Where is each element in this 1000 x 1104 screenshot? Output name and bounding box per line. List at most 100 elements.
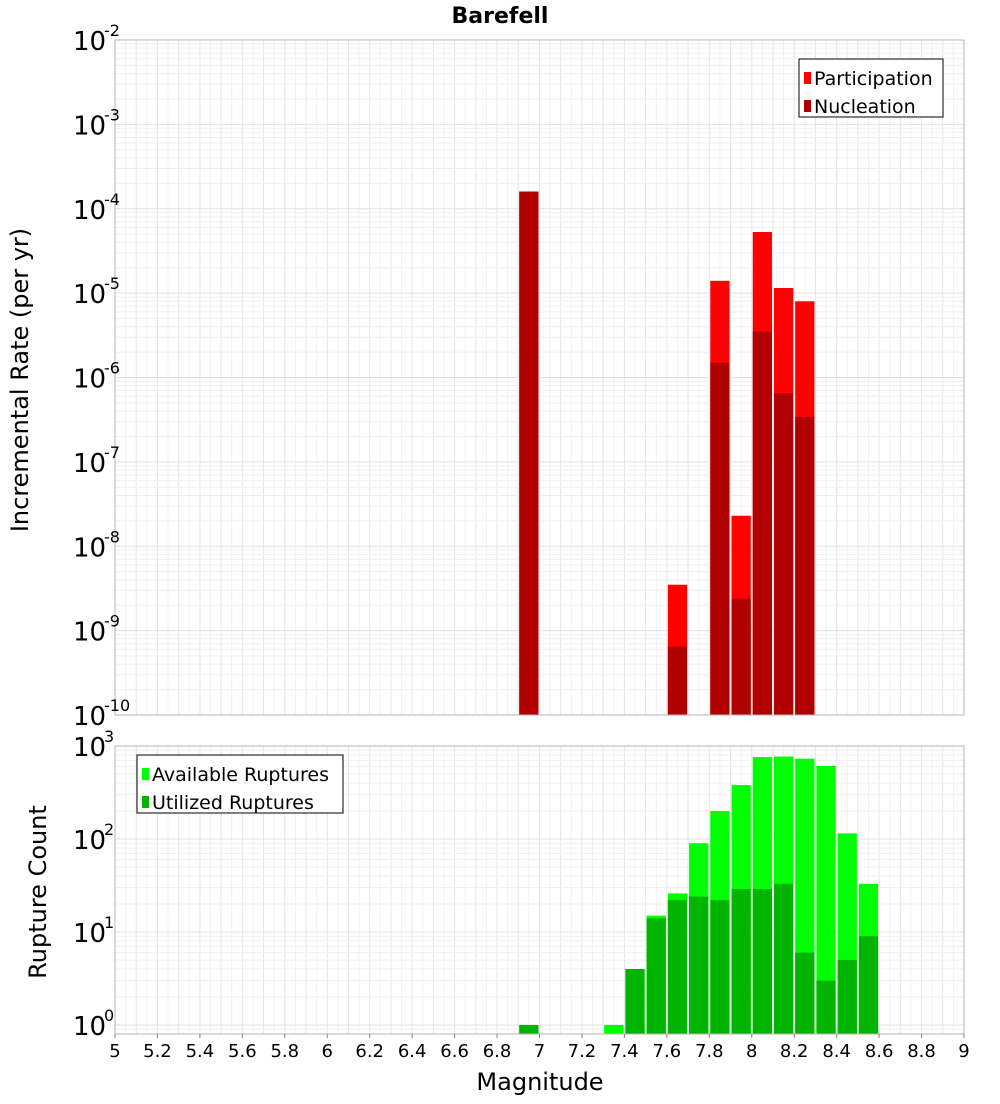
y-tick-base: 10 [73, 449, 106, 479]
bar-secondary [646, 918, 666, 1034]
bar-secondary [837, 959, 857, 1034]
bar-secondary [731, 888, 751, 1034]
y-tick-base: 10 [73, 826, 106, 856]
y-tick-exponent: -3 [104, 105, 120, 124]
x-tick-label: 7.2 [568, 1041, 597, 1062]
top-chart-legend: Participation Nucleation [798, 58, 944, 118]
y-tick: 10-3 [73, 105, 120, 141]
y-tick: 101 [73, 913, 114, 949]
bar-secondary [816, 980, 836, 1034]
y-tick-exponent: -2 [104, 21, 120, 40]
y-tick: 103 [73, 727, 114, 763]
y-tick: 10-4 [73, 190, 120, 226]
y-tick: 10-7 [73, 443, 120, 479]
legend-label: Participation [814, 68, 933, 90]
x-tick-label: 7.8 [695, 1041, 724, 1062]
x-tick-label: 7 [534, 1041, 545, 1062]
bar-secondary [625, 968, 645, 1034]
legend-box [136, 754, 344, 814]
x-tick-label: 7.6 [653, 1041, 682, 1062]
y-tick: 102 [73, 820, 114, 856]
top-chart-frame [114, 39, 965, 716]
x-tick-label: 5.8 [270, 1041, 299, 1062]
plot-frame [114, 39, 965, 716]
x-tick-label: 8.2 [780, 1041, 809, 1062]
y-tick-exponent: 2 [104, 820, 114, 839]
x-tick-label: 7.4 [610, 1041, 639, 1062]
y-tick-base: 10 [73, 27, 106, 57]
x-tick-label: 8.8 [907, 1041, 936, 1062]
x-tick-label: 6.2 [355, 1041, 384, 1062]
x-tick-label: 5.4 [186, 1041, 215, 1062]
x-tick-label: 8.6 [865, 1041, 894, 1062]
y-tick-base: 10 [73, 919, 106, 949]
bar-secondary [795, 952, 815, 1034]
bottom-chart-bars [519, 756, 879, 1034]
y-tick-base: 10 [73, 280, 106, 310]
bar-secondary [795, 417, 815, 715]
bottom-chart-x-ticks: 5 5.2 5.4 5.6 5.8 6 6.2 6.4 6.6 6.8 7 7.2 7.4 7.6 7.8 8… [109, 1034, 970, 1062]
legend-box [798, 58, 944, 118]
bar-secondary [773, 883, 794, 1034]
bar-secondary [752, 888, 772, 1034]
legend-label: Available Ruptures [152, 764, 329, 786]
y-tick-exponent: -6 [104, 359, 120, 378]
x-tick-label: 6 [322, 1041, 333, 1062]
bar-secondary [667, 900, 688, 1034]
x-tick-label: 5.2 [143, 1041, 172, 1062]
y-tick: 10-5 [73, 274, 120, 310]
y-tick-base: 10 [73, 111, 106, 141]
legend-label: Utilized Ruptures [152, 792, 314, 814]
y-tick: 10-9 [73, 612, 120, 648]
legend-swatch [804, 72, 811, 84]
x-axis-label: Magnitude [476, 1068, 603, 1096]
y-tick: 100 [73, 1006, 114, 1042]
bar-secondary [858, 936, 879, 1034]
legend-swatch [142, 768, 149, 780]
top-chart-grid [114, 39, 965, 716]
x-tick-label: 6.8 [483, 1041, 512, 1062]
bottom-y-axis-label: Rupture Count [24, 805, 52, 979]
top-chart-bars [519, 191, 815, 716]
legend-swatch [142, 796, 149, 808]
y-tick-base: 10 [73, 196, 106, 226]
y-tick-exponent: -4 [104, 190, 120, 209]
bar-secondary [519, 1024, 539, 1034]
legend-swatch [804, 100, 811, 112]
bar-secondary [710, 362, 730, 715]
y-tick: 10-2 [73, 21, 120, 57]
y-tick-exponent: 1 [104, 913, 114, 932]
y-tick-exponent: 0 [104, 1006, 114, 1025]
legend-label: Nucleation [814, 96, 916, 118]
bar-primary [816, 765, 836, 1034]
bar-secondary [667, 646, 688, 715]
bar-primary [604, 1024, 624, 1034]
bar-secondary [731, 598, 751, 715]
y-tick: 10-6 [73, 359, 120, 395]
y-tick: 10-8 [73, 527, 120, 563]
x-tick-label: 8.4 [822, 1041, 851, 1062]
y-tick-base: 10 [73, 702, 106, 732]
x-tick-label: 5.6 [228, 1041, 257, 1062]
y-tick-base: 10 [73, 1012, 106, 1042]
top-y-axis-label: Incremental Rate (per yr) [6, 228, 34, 532]
y-tick-base: 10 [73, 365, 106, 395]
y-tick-base: 10 [73, 733, 106, 763]
x-tick-label: 9 [958, 1041, 969, 1062]
x-tick-label: 6.4 [398, 1041, 427, 1062]
y-tick-base: 10 [73, 618, 106, 648]
x-tick-label: 5 [109, 1041, 120, 1062]
chart-title: Barefell [452, 4, 549, 29]
bar-secondary [689, 896, 709, 1034]
bar-secondary [519, 191, 539, 716]
bar-secondary [710, 900, 730, 1034]
y-tick-exponent: -8 [104, 527, 120, 546]
bottom-chart-legend: Available Ruptures Utilized Ruptures [136, 754, 344, 814]
y-tick-exponent: -9 [104, 612, 120, 631]
y-tick-base: 10 [73, 533, 106, 563]
x-tick-label: 8 [746, 1041, 757, 1062]
